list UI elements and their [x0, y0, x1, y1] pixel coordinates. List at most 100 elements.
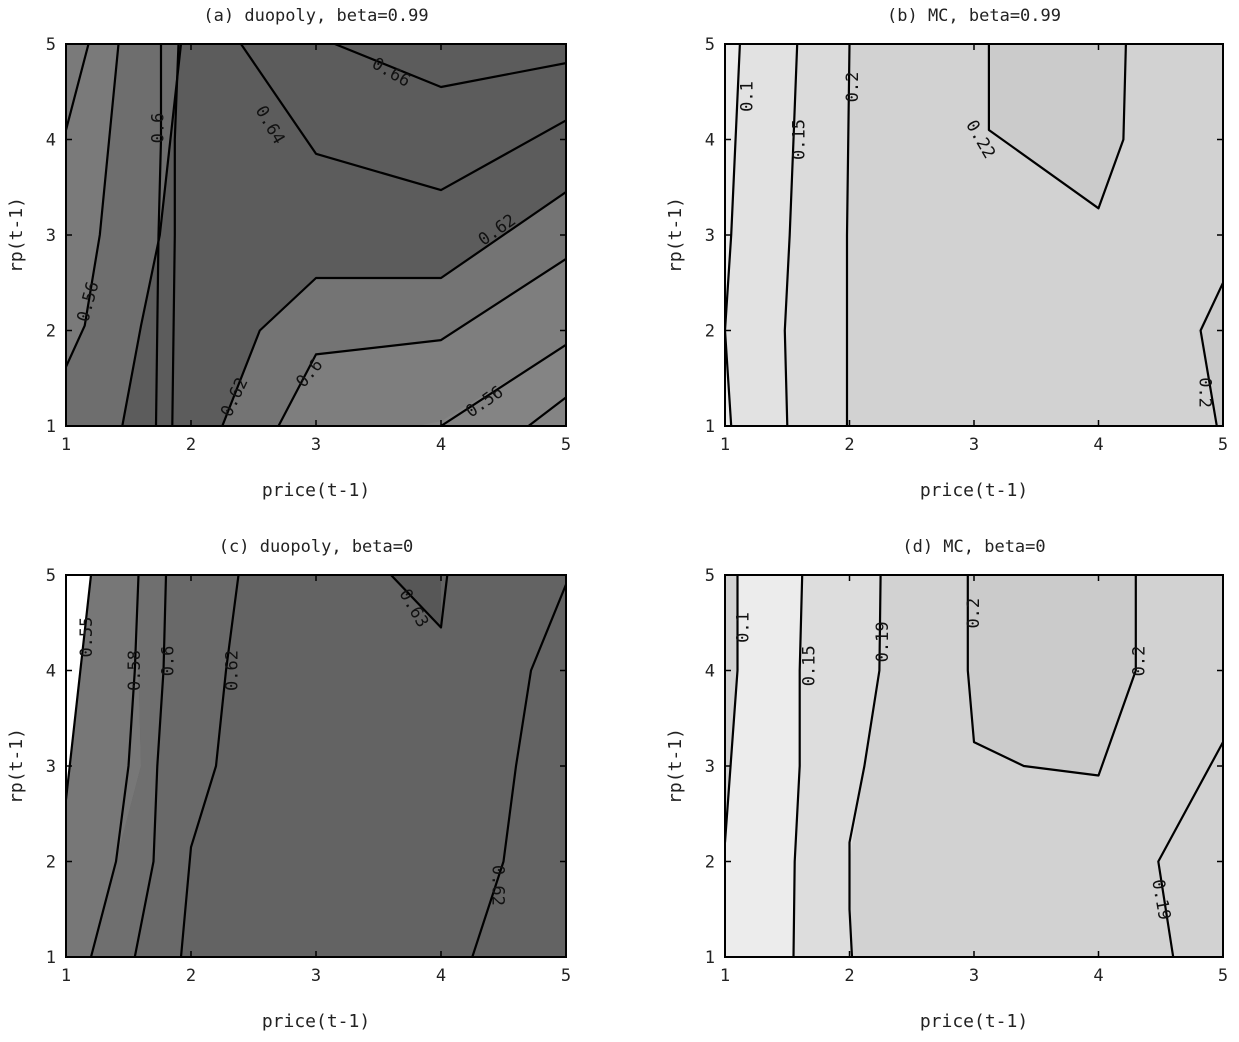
contour-line-0_1 [725, 575, 739, 843]
contour-line-0_15 [783, 44, 799, 426]
y-tick-label: 4 [705, 131, 715, 151]
contour-region [784, 44, 850, 426]
x-tick-label: 4 [1093, 435, 1103, 455]
y-tick-label: 2 [46, 853, 56, 873]
contour-label: 0.2 [1194, 377, 1214, 408]
contour-region [416, 344, 566, 426]
x-tick-label: 3 [311, 966, 321, 986]
chart-title: (c) duopoly, beta=0 [219, 537, 413, 557]
contour-line-0_56 [66, 44, 120, 368]
plot-area: 0.10.150.20.220.2 [725, 44, 1223, 426]
x-tick-label: 5 [561, 966, 571, 986]
y-tick-label: 4 [705, 662, 715, 682]
y-tick-label: 5 [705, 566, 715, 586]
contour-line-0_2 [966, 575, 1137, 777]
y-axis-label: rp(t-1) [665, 728, 686, 804]
y-tick-label: 3 [705, 226, 715, 246]
y-tick-label: 2 [46, 322, 56, 342]
x-tick-label: 4 [1093, 966, 1103, 986]
contour-line-0_56 [440, 343, 566, 426]
contour-line-0_55 [66, 575, 93, 800]
y-tick-label: 5 [705, 35, 715, 55]
contour-region [967, 575, 1136, 776]
chart-title: (d) MC, beta=0 [902, 537, 1045, 557]
x-axis-label: price(t-1) [920, 1011, 1028, 1032]
x-axis-label: price(t-1) [262, 480, 370, 501]
plot-area: 0.560.6 0.640.660.620.620.60.56 [66, 44, 566, 426]
contour-label: 0.2 [964, 598, 984, 629]
contour-line-0_62 [471, 584, 566, 957]
contour-label: 0.2 [843, 72, 863, 103]
x-tick-label: 2 [186, 966, 196, 986]
contour-line-0_63 [390, 575, 449, 629]
contour-line-0_19 [1157, 741, 1223, 957]
y-axis-label: rp(t-1) [6, 197, 27, 273]
plot-area: 0.550.58 0.6 0.620.630.62 [66, 575, 566, 957]
x-tick-label: 3 [969, 966, 979, 986]
contour-line-0_64 [240, 44, 566, 192]
contour-line-0_2 [1199, 282, 1223, 426]
contour-line-0_15 [792, 575, 804, 957]
x-axis-label: price(t-1) [920, 480, 1028, 501]
y-axis-label: rp(t-1) [6, 728, 27, 804]
contour-line-0_62 [221, 191, 566, 426]
chart-panel-1: 0.560.6 0.640.660.620.620.60.56 1 2 3 4 5 1 2 3 4 5… [6, 6, 571, 501]
x-tick-label: 2 [186, 435, 196, 455]
y-tick-label: 1 [705, 417, 715, 437]
contour-region [66, 575, 141, 957]
contour-label: 0.62 [222, 650, 242, 691]
x-tick-label: 1 [720, 435, 730, 455]
x-tick-label: 5 [561, 435, 571, 455]
y-tick-label: 3 [46, 757, 56, 777]
y-tick-label: 3 [46, 226, 56, 246]
contour-line-0_62 [171, 44, 180, 426]
y-tick-label: 1 [705, 948, 715, 968]
contour-region [66, 44, 119, 426]
contour-line-0_22 [987, 44, 1127, 210]
x-axis-label: price(t-1) [262, 1011, 370, 1032]
x-tick-label: 2 [844, 435, 854, 455]
contour-label: 0.15 [800, 645, 820, 686]
x-tick-label: 5 [1218, 966, 1228, 986]
y-tick-label: 1 [46, 948, 56, 968]
chart-title: (a) duopoly, beta=0.99 [203, 6, 428, 26]
y-tick-label: 2 [705, 853, 715, 873]
chart-title: (b) MC, beta=0.99 [887, 6, 1061, 26]
y-tick-label: 2 [705, 322, 715, 342]
contour-region [725, 44, 798, 426]
contour-line-0_66 [334, 44, 566, 89]
contour-label: 0.6 [149, 113, 169, 144]
x-tick-label: 4 [436, 435, 446, 455]
contour-region [66, 44, 181, 426]
x-tick-label: 1 [720, 966, 730, 986]
contour-label: 0.6 [159, 646, 179, 677]
y-axis-label: rp(t-1) [665, 197, 686, 273]
contour-label: 0.15 [790, 119, 810, 160]
x-tick-label: 4 [436, 966, 446, 986]
contour-label: 0.58 [125, 650, 145, 691]
contour-line-0_6 [121, 44, 183, 426]
x-tick-label: 3 [311, 435, 321, 455]
x-tick-label: 1 [61, 435, 71, 455]
plot-area: 0.10.150.190.20.20.19 [725, 575, 1223, 957]
x-tick-label: 2 [844, 966, 854, 986]
contour-label: 0.19 [873, 621, 893, 662]
contour-label: 0.2 [1130, 646, 1150, 677]
contour-region [725, 575, 803, 957]
contour-region [134, 575, 239, 957]
contour-line-0_6 [66, 44, 90, 131]
contour-line-0_6 [277, 257, 566, 426]
x-tick-label: 1 [61, 966, 71, 986]
contour-line-0_1 [725, 44, 741, 426]
contour-label: 0.1 [737, 81, 757, 112]
contour-label: 0.62 [487, 865, 507, 906]
contour-region [91, 575, 166, 957]
contour-region [1198, 282, 1223, 426]
contour-label: 0.55 [77, 617, 97, 658]
contour-region [793, 575, 881, 957]
x-tick-label: 3 [969, 435, 979, 455]
